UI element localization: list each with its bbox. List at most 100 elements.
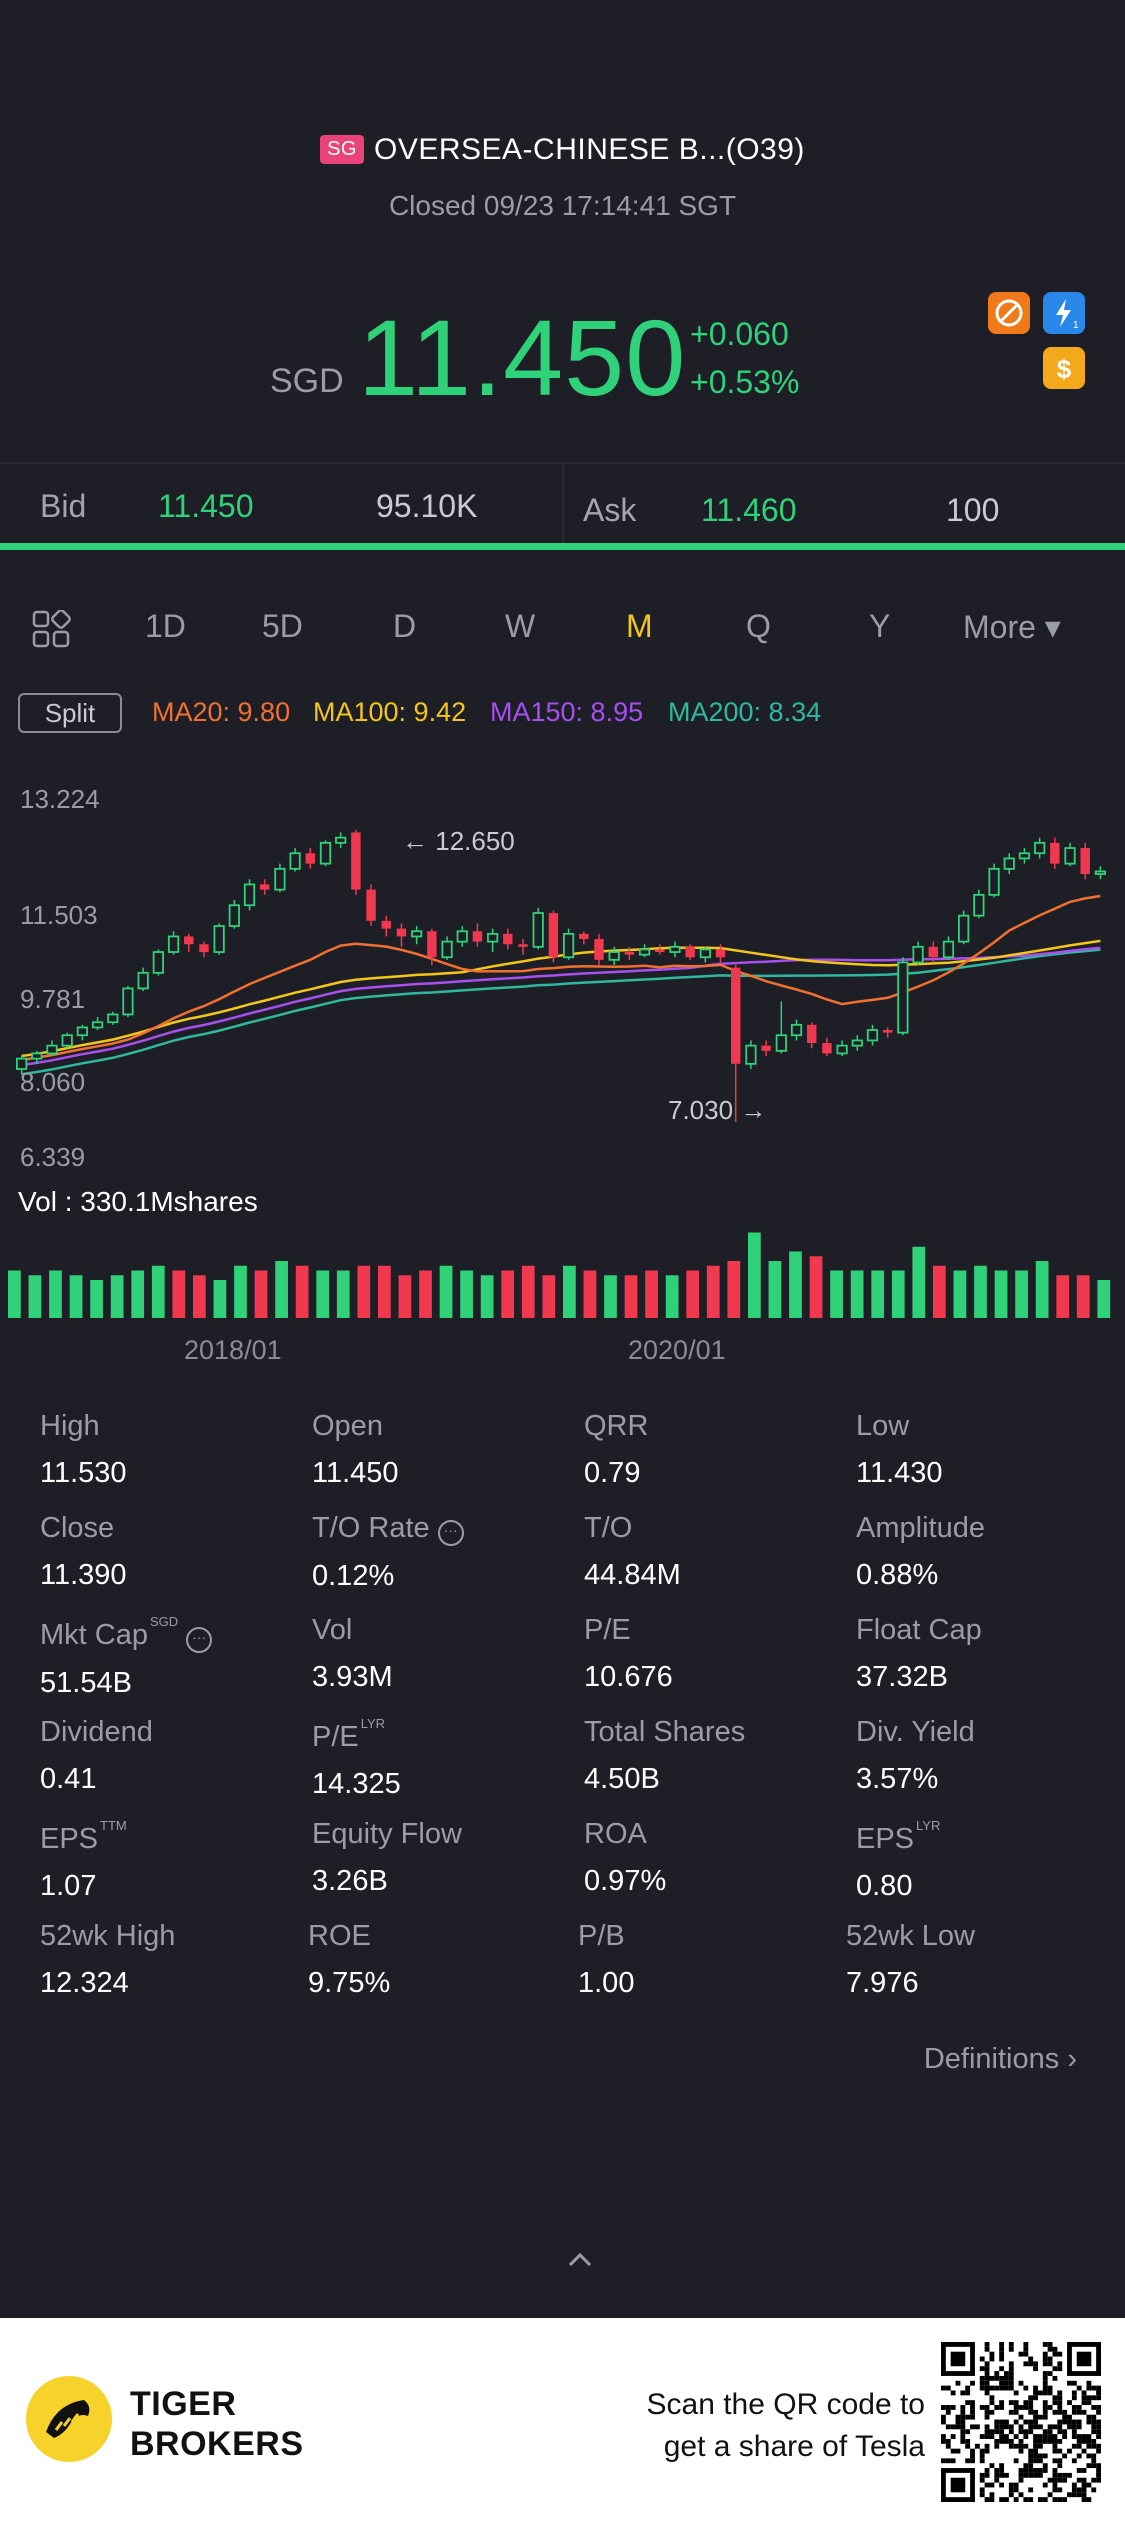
candle-body [1018, 852, 1031, 860]
candle-body [184, 936, 194, 945]
change-value: +0.060 [690, 316, 789, 352]
stat-label-text: Mkt Cap [40, 1619, 148, 1651]
promo-footer: TIGER BROKERS Scan the QR code to get a … [0, 2318, 1125, 2527]
stat-label: QRR [584, 1410, 648, 1443]
stat-label: Total Shares [584, 1716, 745, 1749]
stock-name: OVERSEA-CHINESE B...(O39) [373, 133, 805, 166]
stat-label-text: Amplitude [856, 1512, 985, 1544]
volume-bar [49, 1270, 62, 1318]
candle-body [1080, 848, 1090, 875]
volume-bar [1076, 1275, 1090, 1318]
tab-year[interactable]: Y [869, 608, 891, 644]
ma20-label[interactable]: MA20: 9.80 [152, 697, 291, 727]
tab-1d[interactable]: 1D [145, 608, 186, 644]
split-button[interactable]: Split [18, 693, 122, 733]
volume-bar [974, 1265, 987, 1318]
definitions-link[interactable]: Definitions › [924, 2043, 1077, 2076]
stat-label-text: Open [312, 1410, 383, 1442]
grid-icon[interactable] [32, 609, 72, 650]
candle-body [456, 930, 468, 943]
candle-body [1003, 857, 1015, 870]
stat-label: Low [856, 1410, 943, 1443]
stat-value: 37.32B [856, 1661, 948, 1693]
stat-pb: P/B 1.00 [578, 1920, 634, 2000]
candle-body [152, 951, 164, 974]
stat-label-text: EPS [856, 1823, 915, 1855]
volume-bar [768, 1261, 782, 1318]
stat-label-text: High [40, 1410, 100, 1442]
stock-title[interactable]: SG OVERSEA-CHINESE B...(O39) [0, 133, 1125, 167]
tab-more[interactable]: More ▾ [963, 609, 1061, 645]
ask-price: 11.460 [701, 492, 797, 528]
ma100-label[interactable]: MA100: 9.42 [313, 697, 467, 727]
lyr-superscript: LYR [360, 1716, 386, 1731]
volume-bar [213, 1280, 227, 1318]
ma200-label[interactable]: MA200: 8.34 [668, 697, 822, 727]
tab-quarter[interactable]: Q [746, 608, 771, 644]
volume-bar [336, 1270, 350, 1318]
tab-day[interactable]: D [393, 608, 417, 644]
stat-label-text: Close [40, 1512, 115, 1544]
candle-body [107, 1013, 119, 1024]
info-icon[interactable]: ··· [437, 1520, 464, 1546]
volume-bar [645, 1270, 658, 1318]
qr-code-icon[interactable] [941, 2342, 1101, 2502]
candle-body [199, 944, 209, 953]
stat-label-text: ROA [584, 1818, 647, 1850]
stat-label-text: T/O [584, 1512, 633, 1544]
stat-label: T/O Rate ··· [312, 1512, 464, 1546]
candle-body [319, 841, 332, 865]
candle-body [335, 836, 347, 844]
candle-body [973, 893, 985, 917]
stat-label-text: EPS [40, 1823, 99, 1855]
volume-bar [480, 1275, 494, 1318]
stat-label: Amplitude [856, 1512, 985, 1545]
candle-body [228, 904, 240, 927]
volume-bar [110, 1275, 124, 1318]
stat-label: ROA [584, 1818, 666, 1851]
tab-5d[interactable]: 5D [262, 608, 303, 644]
volume-bar [90, 1280, 103, 1318]
dividend-icon[interactable]: $ [1043, 347, 1085, 389]
stat-value: 3.26B [312, 1865, 388, 1897]
stat-value: 1.00 [578, 1967, 635, 1999]
volume-bar [69, 1275, 83, 1318]
stat-label-text: QRR [584, 1410, 649, 1442]
stat-pe: P/E 10.676 [584, 1614, 673, 1694]
stat-label-text: P/E [584, 1614, 631, 1646]
candle-body [427, 931, 437, 958]
stat-close: Close 11.390 [40, 1512, 127, 1592]
tab-week[interactable]: W [505, 608, 536, 644]
candle-body [1050, 842, 1060, 864]
volume-bar [439, 1265, 453, 1318]
candle-body [731, 967, 741, 1064]
lightning-icon[interactable]: 1 [1043, 292, 1085, 334]
candlestick-chart[interactable] [0, 770, 1125, 1330]
svg-text:1: 1 [1073, 320, 1079, 331]
ttm-superscript: TTM [100, 1818, 127, 1833]
candle-body [655, 949, 665, 953]
ma100-line [21, 939, 1101, 1058]
stat-value: 0.41 [40, 1763, 97, 1795]
stat-dividend: Dividend 0.41 [40, 1716, 153, 1796]
ma150-label[interactable]: MA150: 8.95 [490, 697, 644, 727]
tab-month[interactable]: M [626, 608, 653, 644]
volume-bar [28, 1275, 42, 1318]
stat-value: 0.88% [856, 1559, 939, 1591]
candle-body [958, 914, 970, 943]
ma200-line [21, 948, 1101, 1076]
candle-body [366, 889, 376, 921]
volume-bar [953, 1270, 967, 1318]
stat-label: EPS TTM [40, 1818, 127, 1856]
volume-bar [830, 1270, 843, 1318]
volume-bar [1097, 1280, 1111, 1318]
stat-label-text: 52wk Low [846, 1920, 975, 1952]
stat-label: Div. Yield [856, 1716, 975, 1749]
chevron-up-icon[interactable] [565, 2245, 595, 2275]
info-icon[interactable]: ··· [186, 1627, 213, 1653]
stat-roe: ROE 9.75% [308, 1920, 390, 2000]
candle-body [1034, 841, 1046, 855]
stat-label-text: Total Shares [584, 1716, 746, 1748]
stat-value: 3.57% [856, 1763, 939, 1795]
no-short-icon[interactable] [988, 292, 1030, 334]
